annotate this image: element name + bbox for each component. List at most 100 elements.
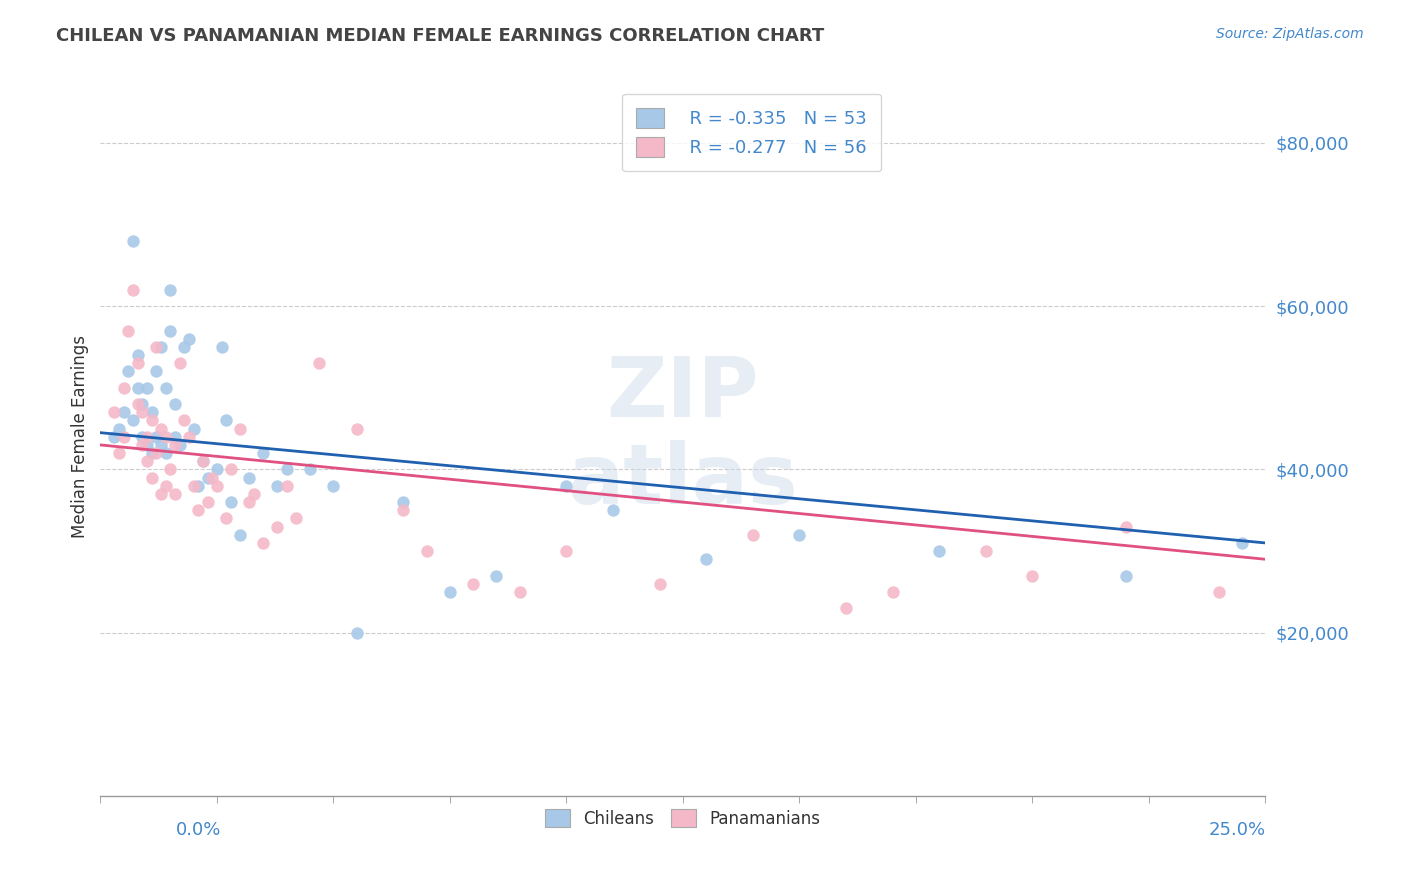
Point bbox=[112, 381, 135, 395]
Point bbox=[159, 462, 181, 476]
Point bbox=[108, 446, 131, 460]
Point bbox=[741, 528, 763, 542]
Point bbox=[103, 405, 125, 419]
Point bbox=[197, 470, 219, 484]
Point bbox=[555, 544, 578, 558]
Point bbox=[103, 430, 125, 444]
Point bbox=[392, 495, 415, 509]
Point bbox=[346, 421, 368, 435]
Point bbox=[173, 340, 195, 354]
Point bbox=[183, 421, 205, 435]
Text: Source: ZipAtlas.com: Source: ZipAtlas.com bbox=[1216, 27, 1364, 41]
Point bbox=[205, 479, 228, 493]
Point bbox=[219, 495, 242, 509]
Point bbox=[169, 356, 191, 370]
Point bbox=[266, 479, 288, 493]
Point bbox=[789, 528, 811, 542]
Point bbox=[191, 454, 214, 468]
Point bbox=[201, 470, 224, 484]
Point bbox=[117, 324, 139, 338]
Point bbox=[108, 421, 131, 435]
Point bbox=[974, 544, 997, 558]
Point bbox=[191, 454, 214, 468]
Point bbox=[485, 568, 508, 582]
Point bbox=[346, 625, 368, 640]
Point bbox=[229, 421, 252, 435]
Text: ZIP
atlas: ZIP atlas bbox=[568, 352, 799, 521]
Point bbox=[149, 438, 172, 452]
Point bbox=[163, 430, 186, 444]
Point bbox=[276, 462, 298, 476]
Point bbox=[136, 430, 159, 444]
Point bbox=[322, 479, 344, 493]
Point bbox=[155, 381, 177, 395]
Point bbox=[112, 405, 135, 419]
Point bbox=[145, 364, 167, 378]
Point bbox=[243, 487, 266, 501]
Point bbox=[149, 340, 172, 354]
Point bbox=[149, 487, 172, 501]
Point bbox=[163, 397, 186, 411]
Point bbox=[238, 495, 260, 509]
Point bbox=[439, 585, 461, 599]
Point bbox=[127, 356, 149, 370]
Point bbox=[1115, 519, 1137, 533]
Point bbox=[177, 332, 200, 346]
Point bbox=[136, 438, 159, 452]
Point bbox=[141, 446, 163, 460]
Point bbox=[117, 364, 139, 378]
Point bbox=[141, 405, 163, 419]
Point bbox=[463, 576, 485, 591]
Point bbox=[219, 462, 242, 476]
Point bbox=[695, 552, 717, 566]
Text: 25.0%: 25.0% bbox=[1208, 821, 1265, 838]
Point bbox=[509, 585, 531, 599]
Point bbox=[173, 413, 195, 427]
Point bbox=[159, 283, 181, 297]
Point bbox=[266, 519, 288, 533]
Point bbox=[928, 544, 950, 558]
Point bbox=[238, 470, 260, 484]
Point bbox=[1208, 585, 1230, 599]
Point bbox=[205, 462, 228, 476]
Point bbox=[602, 503, 624, 517]
Point bbox=[276, 479, 298, 493]
Legend: Chileans, Panamanians: Chileans, Panamanians bbox=[538, 803, 827, 835]
Text: CHILEAN VS PANAMANIAN MEDIAN FEMALE EARNINGS CORRELATION CHART: CHILEAN VS PANAMANIAN MEDIAN FEMALE EARN… bbox=[56, 27, 824, 45]
Point bbox=[187, 503, 209, 517]
Point bbox=[122, 413, 145, 427]
Point bbox=[252, 446, 274, 460]
Point bbox=[163, 438, 186, 452]
Point bbox=[112, 430, 135, 444]
Point bbox=[211, 340, 233, 354]
Point bbox=[149, 421, 172, 435]
Point bbox=[145, 446, 167, 460]
Point bbox=[127, 397, 149, 411]
Point bbox=[131, 430, 153, 444]
Point bbox=[835, 601, 858, 615]
Point bbox=[882, 585, 904, 599]
Point bbox=[159, 324, 181, 338]
Point bbox=[131, 405, 153, 419]
Point bbox=[163, 487, 186, 501]
Point bbox=[141, 413, 163, 427]
Point bbox=[131, 438, 153, 452]
Point bbox=[155, 479, 177, 493]
Point bbox=[145, 340, 167, 354]
Point bbox=[122, 283, 145, 297]
Point bbox=[169, 438, 191, 452]
Text: 0.0%: 0.0% bbox=[176, 821, 221, 838]
Point bbox=[145, 430, 167, 444]
Point bbox=[299, 462, 322, 476]
Point bbox=[136, 381, 159, 395]
Point bbox=[1021, 568, 1043, 582]
Point bbox=[136, 454, 159, 468]
Point bbox=[155, 446, 177, 460]
Point bbox=[1230, 536, 1253, 550]
Point bbox=[155, 430, 177, 444]
Point bbox=[415, 544, 437, 558]
Point bbox=[555, 479, 578, 493]
Point bbox=[177, 430, 200, 444]
Point bbox=[1115, 568, 1137, 582]
Point bbox=[122, 234, 145, 248]
